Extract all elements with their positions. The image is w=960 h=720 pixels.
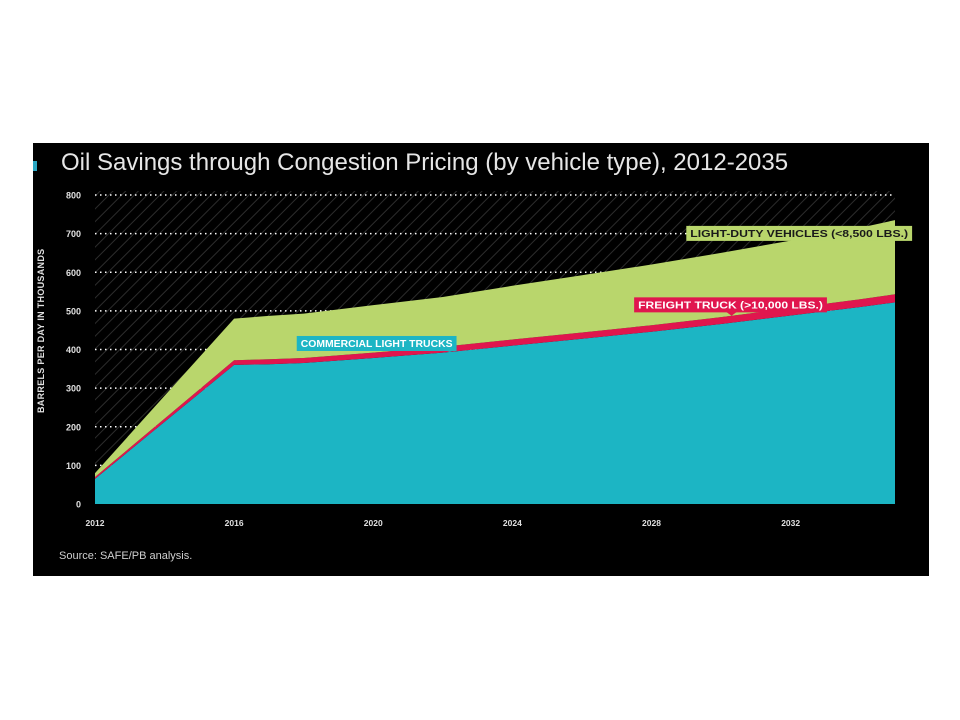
y-tick-label: 400 — [66, 345, 81, 355]
area-chart: 0 100 200 300 400 500 600 700 800 2012 2016 2020 202… — [66, 191, 913, 528]
title-marker — [33, 161, 37, 171]
series-area-0 — [95, 302, 895, 504]
callout-box — [686, 225, 913, 241]
series-label: COMMERCIAL LIGHT TRUCKS — [301, 339, 453, 350]
series-label: LIGHT-DUTY VEHICLES (<8,500 LBS.) — [690, 229, 908, 240]
y-tick-label: 100 — [66, 461, 81, 471]
callout-box — [296, 335, 457, 351]
y-tick-label: 500 — [66, 306, 81, 316]
chart-title: Oil Savings through Congestion Pricing (… — [61, 149, 789, 176]
source-note: Source: SAFE/PB analysis. — [59, 550, 193, 562]
chart-panel: Oil Savings through Congestion Pricing (… — [33, 143, 929, 576]
y-tick-label: 700 — [66, 229, 81, 239]
callout-box — [634, 297, 827, 313]
x-tick-label: 2032 — [781, 518, 800, 528]
x-tick-label: 2028 — [642, 518, 661, 528]
x-tick-label: 2012 — [86, 518, 105, 528]
callout-pointer — [725, 311, 738, 316]
x-tick-label: 2016 — [225, 518, 244, 528]
y-tick-label: 200 — [66, 422, 81, 432]
series-area-2 — [95, 220, 895, 477]
series-label: FREIGHT TRUCK (>10,000 LBS.) — [638, 300, 823, 311]
y-tick-label: 800 — [66, 191, 81, 201]
y-tick-label: 300 — [66, 384, 81, 394]
x-tick-label: 2020 — [364, 518, 383, 528]
y-tick-label: 600 — [66, 268, 81, 278]
x-tick-label: 2024 — [503, 518, 522, 528]
y-tick-label: 0 — [76, 500, 81, 510]
